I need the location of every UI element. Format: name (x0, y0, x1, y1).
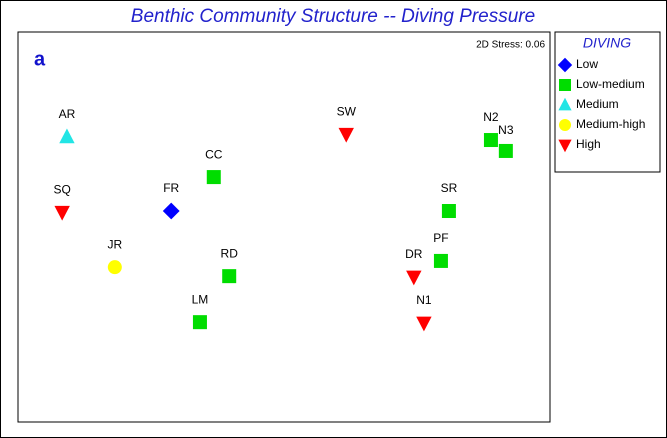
plot-frame (17, 31, 551, 423)
point (338, 127, 354, 143)
point (406, 270, 422, 286)
point-label: N3 (498, 123, 514, 137)
point-label: SW (337, 104, 357, 118)
point-label: AR (59, 107, 76, 121)
point-label: SR (441, 181, 458, 195)
point (192, 315, 207, 330)
point-label: PF (433, 231, 448, 245)
legend-label: High (576, 137, 601, 151)
point-label: CC (205, 147, 223, 161)
legend-marker (559, 79, 571, 91)
point-label: N1 (416, 293, 432, 307)
point (162, 202, 180, 220)
legend-label: Low (576, 57, 598, 71)
point-label: FR (163, 181, 179, 195)
point (107, 260, 122, 275)
legend-box (554, 31, 661, 173)
point (416, 316, 432, 332)
point (222, 269, 237, 284)
point-label: JR (107, 237, 122, 251)
point (59, 128, 75, 144)
legend-marker (557, 57, 573, 73)
panel-label: a (34, 48, 46, 70)
point-label: DR (405, 247, 423, 261)
legend-label: Low-medium (576, 77, 645, 91)
legend-marker (558, 139, 572, 153)
chart-title: Benthic Community Structure -- Diving Pr… (131, 6, 535, 27)
point (498, 143, 513, 158)
legend-label: Medium (576, 97, 619, 111)
point (441, 204, 456, 219)
point (433, 253, 448, 268)
point (54, 205, 70, 221)
point-label: RD (221, 246, 239, 260)
legend-title: DIVING (583, 35, 631, 51)
point-label: SQ (53, 182, 70, 196)
point-label: LM (192, 292, 209, 306)
point (483, 133, 498, 148)
stress-label: 2D Stress: 0.06 (476, 40, 545, 51)
legend-marker (558, 97, 572, 111)
point-label: N2 (483, 110, 499, 124)
legend-marker (559, 119, 571, 131)
point (206, 170, 221, 185)
legend-label: Medium-high (576, 117, 645, 131)
